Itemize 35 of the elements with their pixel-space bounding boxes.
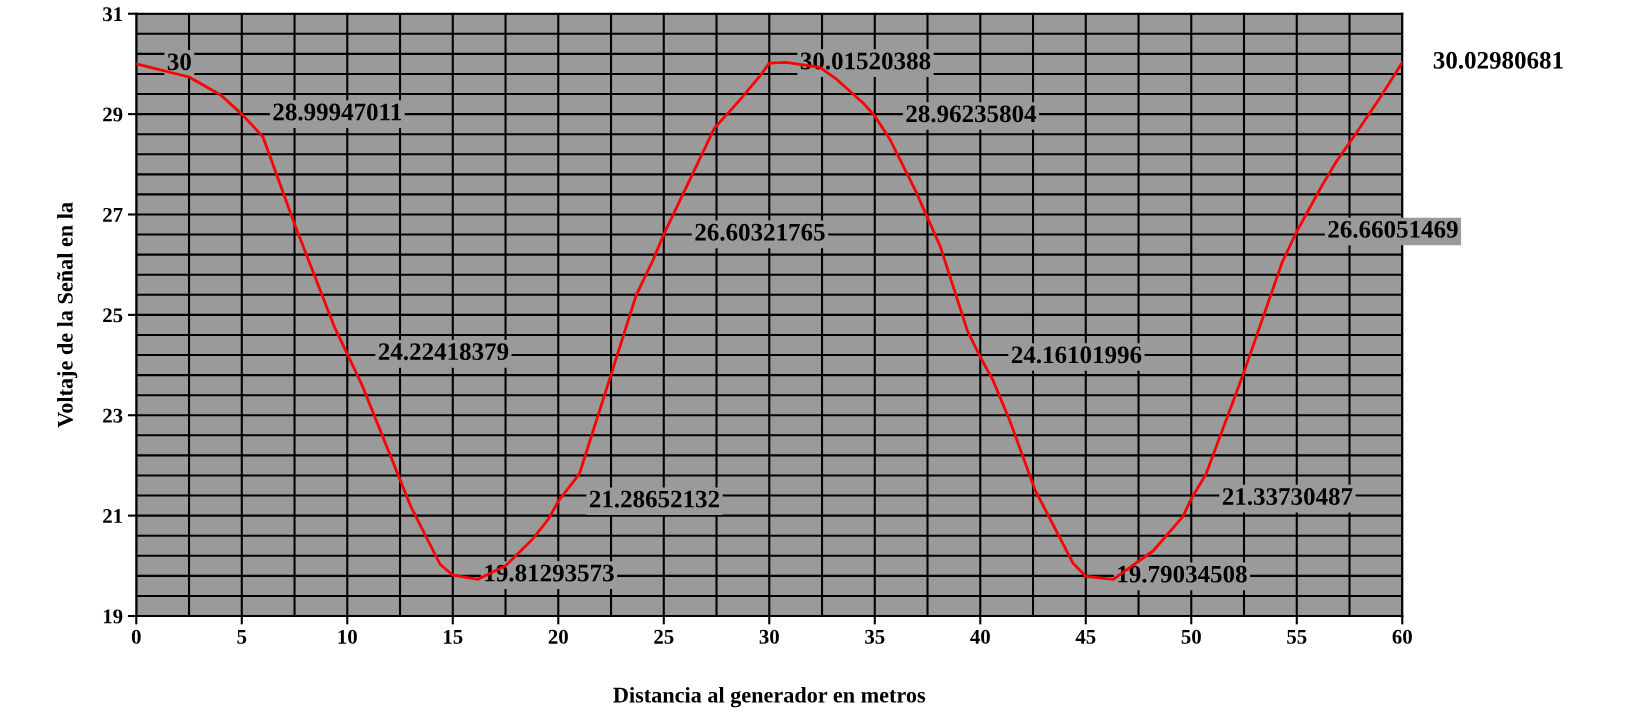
y-tick-label: 21 bbox=[103, 509, 123, 523]
data-label: 30 bbox=[167, 53, 191, 71]
data-label: 28.99947011 bbox=[273, 103, 401, 121]
data-label: 28.96235804 bbox=[906, 105, 1037, 123]
data-label: 26.66051469 bbox=[1328, 220, 1458, 238]
x-tick-label: 55 bbox=[1287, 630, 1307, 644]
y-tick-label: 27 bbox=[103, 207, 123, 222]
x-tick-label: 40 bbox=[970, 629, 990, 644]
data-label: 30.02980681 bbox=[1433, 51, 1563, 69]
data-label: 24.22418379 bbox=[378, 343, 509, 361]
data-label: 24.16101996 bbox=[1011, 346, 1142, 364]
data-label: 21.28652132 bbox=[589, 490, 720, 508]
y-tick-label: 23 bbox=[103, 408, 123, 423]
data-label: 19.81293573 bbox=[485, 564, 614, 582]
x-tick-label: 20 bbox=[548, 629, 568, 644]
x-tick-label: 25 bbox=[654, 629, 674, 644]
y-axis-title: Voltaje de la Señal en la bbox=[57, 202, 78, 428]
y-tick-label: 29 bbox=[103, 107, 123, 122]
x-tick-label: 0 bbox=[131, 629, 141, 644]
x-tick-label: 10 bbox=[338, 629, 357, 644]
x-tick-label: 15 bbox=[444, 629, 463, 644]
y-tick-label: 25 bbox=[103, 308, 123, 323]
x-tick-label: 60 bbox=[1392, 629, 1412, 644]
data-label: 21.33730487 bbox=[1222, 488, 1353, 506]
y-tick-label: 19 bbox=[103, 609, 123, 624]
y-tick-label: 31 bbox=[103, 7, 123, 22]
x-axis-title: Distancia al generador en metros bbox=[613, 686, 926, 708]
x-tick-label: 45 bbox=[1075, 629, 1096, 644]
data-label: 19.79034508 bbox=[1118, 565, 1247, 583]
data-label: 26.60321765 bbox=[695, 223, 825, 241]
x-tick-label: 30 bbox=[759, 629, 779, 644]
x-tick-label: 35 bbox=[865, 629, 885, 644]
x-tick-label: 50 bbox=[1181, 629, 1201, 644]
x-tick-label: 5 bbox=[237, 630, 247, 644]
data-label: 30.01520388 bbox=[800, 52, 931, 70]
